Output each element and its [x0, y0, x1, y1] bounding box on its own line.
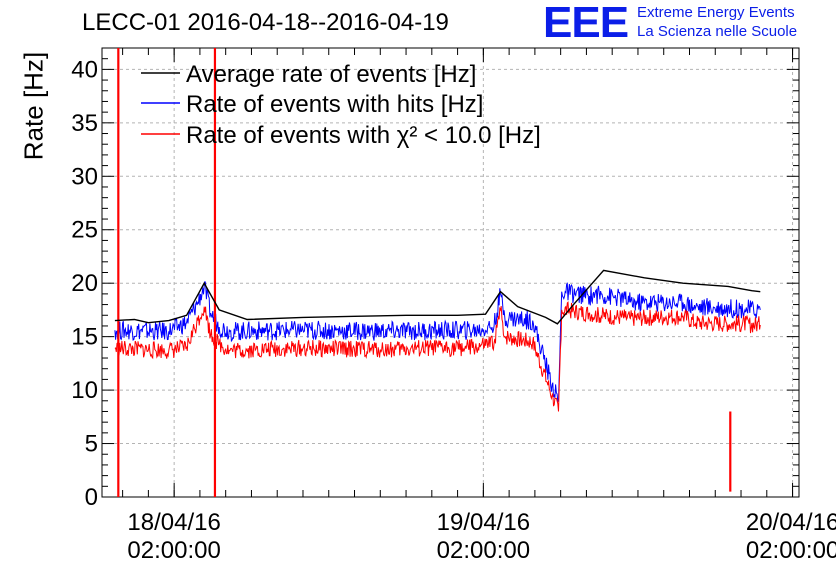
legend-label: Rate of events with hits [Hz]: [186, 91, 483, 118]
y-tick-label: 30: [71, 163, 98, 190]
x-tick-date-label: 18/04/16: [127, 509, 220, 536]
y-tick-label: 25: [71, 217, 98, 244]
axes: 051015202530354018/04/1602:00:0019/04/16…: [71, 47, 836, 564]
logo-subtitle-2: La Scienza nelle Scuole: [637, 23, 798, 40]
y-tick-label: 35: [71, 110, 98, 137]
y-tick-label: 10: [71, 377, 98, 404]
y-tick-label: 15: [71, 324, 98, 351]
legend-label: Rate of events with χ² < 10.0 [Hz]: [186, 122, 541, 149]
x-tick-date-label: 20/04/16: [746, 509, 836, 536]
y-axis-label: Rate [Hz]: [18, 51, 49, 161]
x-tick-date-label: 19/04/16: [437, 509, 530, 536]
y-tick-label: 20: [71, 270, 98, 297]
x-tick-time-label: 02:00:00: [746, 537, 836, 564]
data-series: [114, 48, 761, 497]
x-tick-time-label: 02:00:00: [437, 537, 530, 564]
series-line: [114, 269, 761, 325]
legend: Average rate of events [Hz] Rate of event…: [141, 61, 541, 149]
logo-subtitle-1: Extreme Energy Events: [637, 4, 795, 21]
x-tick-time-label: 02:00:00: [127, 537, 220, 564]
y-tick-label: 5: [85, 431, 98, 458]
series-line: [114, 301, 761, 412]
chart-title: LECC-01 2016-04-18--2016-04-19: [82, 9, 449, 36]
eee-logo: EEE: [543, 0, 629, 47]
y-tick-label: 0: [85, 484, 98, 511]
y-tick-label: 40: [71, 56, 98, 83]
series-line: [114, 281, 761, 403]
legend-label: Average rate of events [Hz]: [186, 61, 476, 88]
